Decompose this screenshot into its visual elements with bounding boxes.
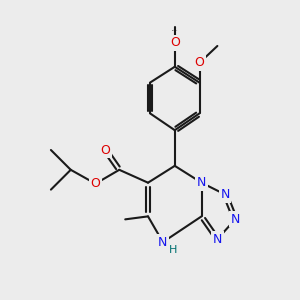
Text: O: O [170,37,180,50]
Text: H: H [169,245,177,255]
Text: N: N [230,213,240,226]
Text: N: N [158,236,168,249]
Text: O: O [91,177,100,190]
Text: N: N [197,176,206,189]
Text: N: N [213,233,222,246]
Text: N: N [220,188,230,201]
Text: methoxy: methoxy [172,30,178,31]
Text: O: O [195,56,205,69]
Text: O: O [100,143,110,157]
